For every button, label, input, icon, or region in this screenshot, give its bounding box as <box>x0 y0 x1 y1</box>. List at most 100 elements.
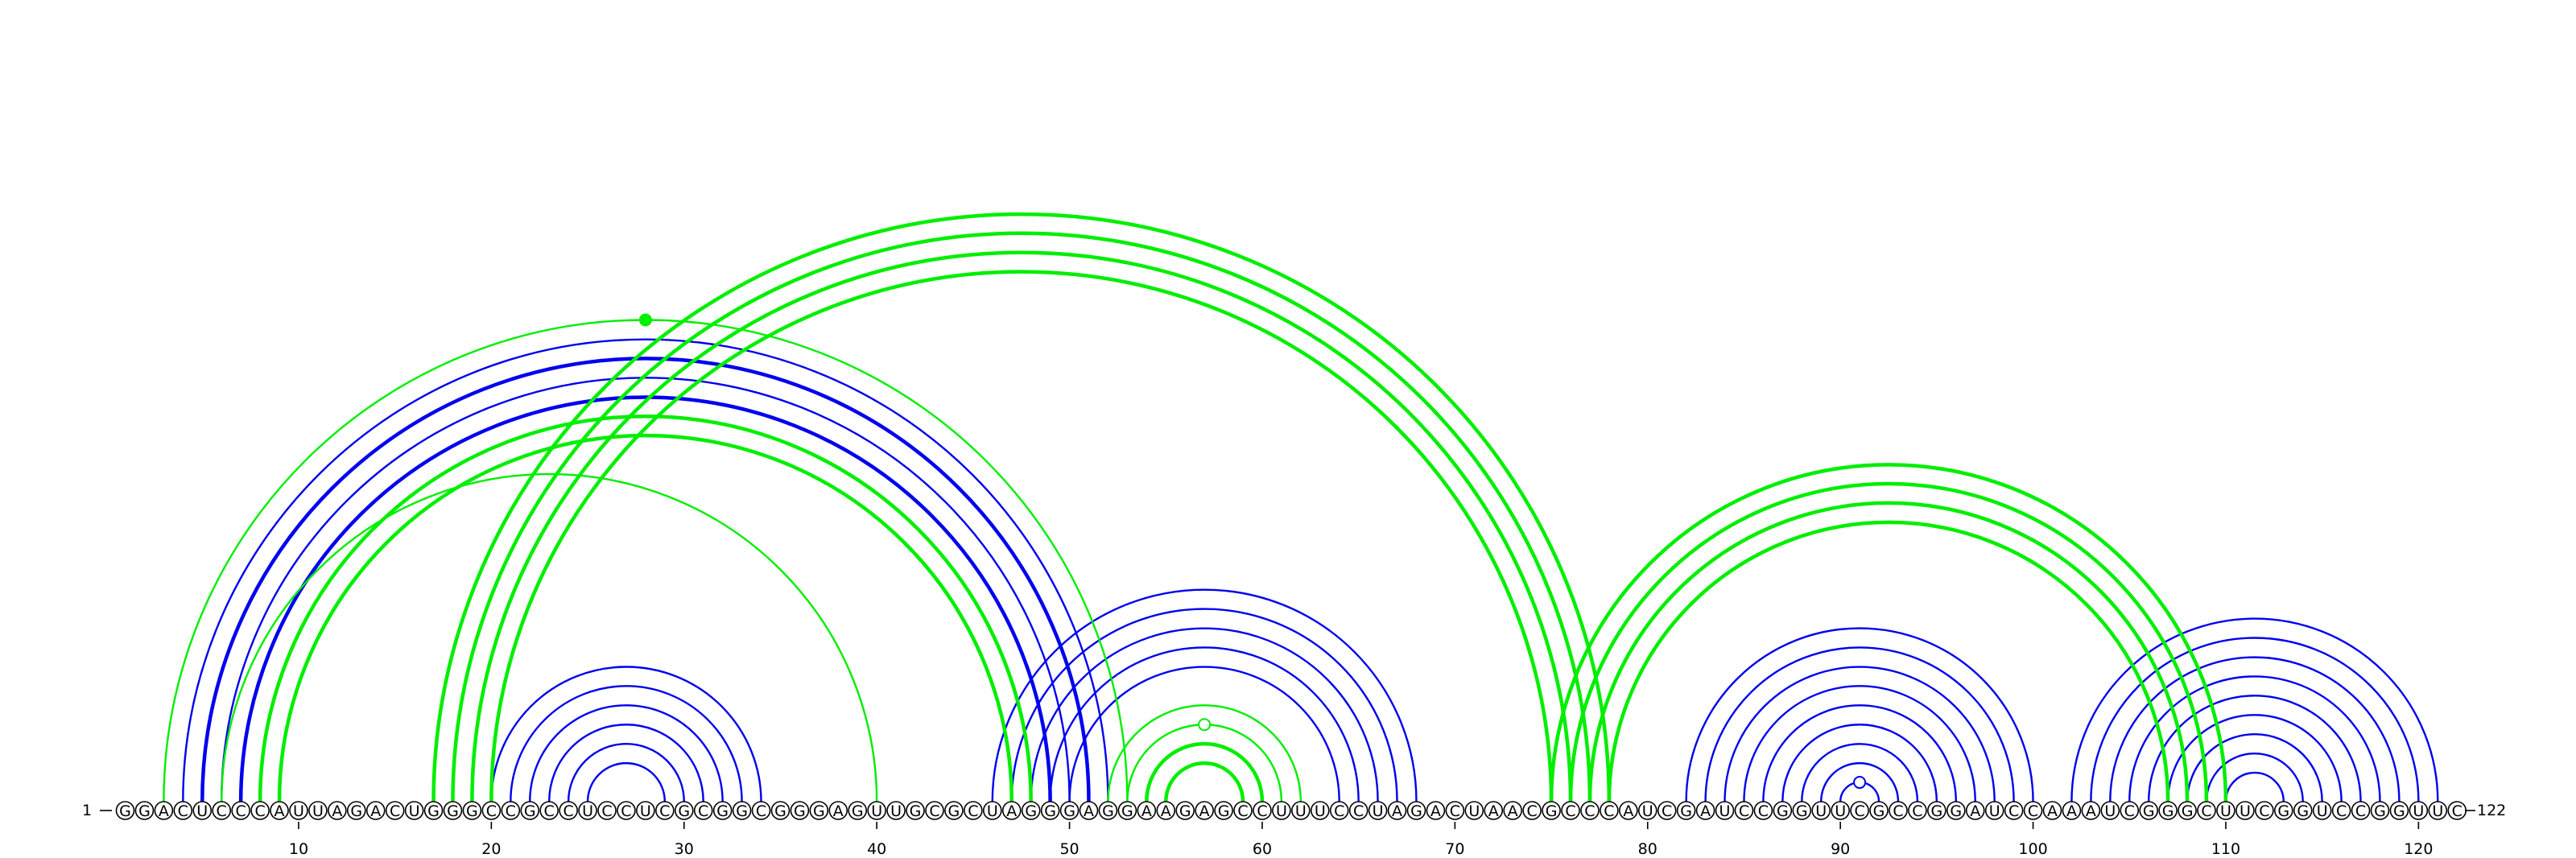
nucleotide-letter: A <box>1199 802 1210 820</box>
nucleotide-circle <box>906 801 925 820</box>
arc-54-60 <box>1145 741 1265 802</box>
nucleotide-letter: A <box>1430 802 1441 820</box>
nucleotide-circle <box>501 801 521 820</box>
nucleotide-115: U <box>2312 801 2332 820</box>
nucleotide-letter: U <box>1642 802 1653 820</box>
nucleotide-27: C <box>617 801 636 820</box>
nucleotide-letter: A <box>1392 802 1402 820</box>
arc-109-114 <box>2205 752 2304 802</box>
nucleotide-55: A <box>1156 801 1176 820</box>
nucleotide-10: U <box>289 801 308 820</box>
nucleotide-letter: G <box>138 802 151 820</box>
arc-5-51 <box>200 357 1091 802</box>
arc-86-96 <box>1762 704 1957 802</box>
nucleotide-114: G <box>2293 801 2313 820</box>
nucleotide-letter: C <box>1334 802 1344 820</box>
nucleotide-letter: G <box>1546 802 1558 820</box>
arc-50-64 <box>1068 666 1340 802</box>
arc-49-65 <box>1049 646 1360 802</box>
nucleotide-circle <box>1676 801 1696 820</box>
nucleotide-44: G <box>944 801 964 820</box>
nucleotide-59: C <box>1233 801 1253 820</box>
nucleotide-circle <box>2409 801 2429 820</box>
nucleotide-33: G <box>732 801 752 820</box>
nucleotide-91: C <box>1850 801 1869 820</box>
arc-20-34 <box>490 666 762 802</box>
nucleotide-letter: G <box>852 802 864 820</box>
nucleotide-71: U <box>1464 801 1484 820</box>
nucleotide-circle <box>2023 801 2043 820</box>
nucleotide-letter: A <box>1084 802 1094 820</box>
tick-label-10: 10 <box>289 840 308 858</box>
arc-85-97 <box>1743 685 1976 802</box>
arc-76-109 <box>1568 481 2209 802</box>
nucleotide-circle <box>2004 801 2024 820</box>
nucleotide-circle <box>1059 801 1080 820</box>
nucleotide-letter: A <box>159 802 169 820</box>
nucleotide-41: U <box>886 801 906 820</box>
nucleotide-circle <box>693 801 713 820</box>
arc-106-117 <box>2148 695 2362 802</box>
nucleotide-102: A <box>2062 801 2082 820</box>
nucleotide-117: C <box>2351 801 2371 820</box>
nucleotide-88: G <box>1792 801 1812 820</box>
nucleotide-circle <box>231 801 250 820</box>
nucleotide-letter: G <box>2277 802 2289 820</box>
nucleotide-circle <box>2351 801 2371 820</box>
nucleotide-circle <box>1484 801 1504 820</box>
nucleotide-66: U <box>1368 801 1388 820</box>
nucleotide-39: G <box>848 801 868 820</box>
nucleotide-25: U <box>578 801 597 820</box>
nucleotide-circle <box>1368 801 1388 820</box>
nucleotide-56: G <box>1175 801 1195 820</box>
nucleotide-16: U <box>404 801 424 820</box>
nucleotide-letter: C <box>506 802 516 820</box>
nucleotide-54: A <box>1137 801 1157 820</box>
nucleotide-31: C <box>693 801 713 820</box>
nucleotide-letter: U <box>409 802 420 820</box>
nucleotide-94: C <box>1908 801 1927 820</box>
nucleotide-letter: U <box>871 802 882 820</box>
nucleotide-circle <box>1657 801 1677 820</box>
nucleotide-letter: G <box>1410 802 1422 820</box>
nucleotide-letter: C <box>698 802 708 820</box>
nucleotide-letter: A <box>2086 802 2096 820</box>
nucleotide-circle <box>1773 801 1793 820</box>
nucleotide-letter: U <box>1295 802 1307 820</box>
nucleotide-69: A <box>1426 801 1446 820</box>
nucleotide-14: A <box>365 801 386 820</box>
nucleotide-96: G <box>1946 801 1966 820</box>
nucleotide-47: A <box>1001 801 1022 820</box>
nucleotide-letter: C <box>1604 802 1614 820</box>
nucleotide-119: G <box>2389 801 2409 820</box>
arc-20-75 <box>489 270 1554 802</box>
nucleotide-letter: G <box>1777 802 1789 820</box>
nucleotide-circle <box>770 801 791 820</box>
nucleotide-letter: C <box>2336 802 2347 820</box>
nucleotide-76: C <box>1561 801 1580 820</box>
arc-marker-53-61 <box>1198 718 1212 732</box>
nucleotide-letter: G <box>1796 802 1808 820</box>
nucleotide-1: G <box>115 801 135 820</box>
nucleotide-3: A <box>154 801 174 820</box>
nucleotide-circle <box>2273 801 2293 820</box>
nucleotide-circle <box>1233 801 1253 820</box>
nucleotide-letter: G <box>910 802 922 820</box>
arc-23-31 <box>547 724 704 802</box>
nucleotide-100: C <box>2023 801 2043 820</box>
nucleotide-circle <box>2197 801 2216 820</box>
nucleotide-letter: U <box>582 802 593 820</box>
nucleotide-circle <box>481 801 502 820</box>
nucleotide-circle <box>404 801 424 820</box>
nucleotide-circle <box>423 801 444 820</box>
nucleotide-45: C <box>964 801 983 820</box>
nucleotide-53: G <box>1117 801 1137 820</box>
nucleotide-letter: G <box>1950 802 1962 820</box>
nucleotide-circle <box>134 801 155 820</box>
arc-7-49 <box>238 395 1052 802</box>
nucleotide-20: C <box>481 801 502 820</box>
tick-label-80: 80 <box>1638 840 1657 858</box>
nucleotide-letter: G <box>1873 802 1885 820</box>
nucleotide-circle <box>1117 801 1137 820</box>
nucleotide-62: U <box>1291 801 1311 820</box>
